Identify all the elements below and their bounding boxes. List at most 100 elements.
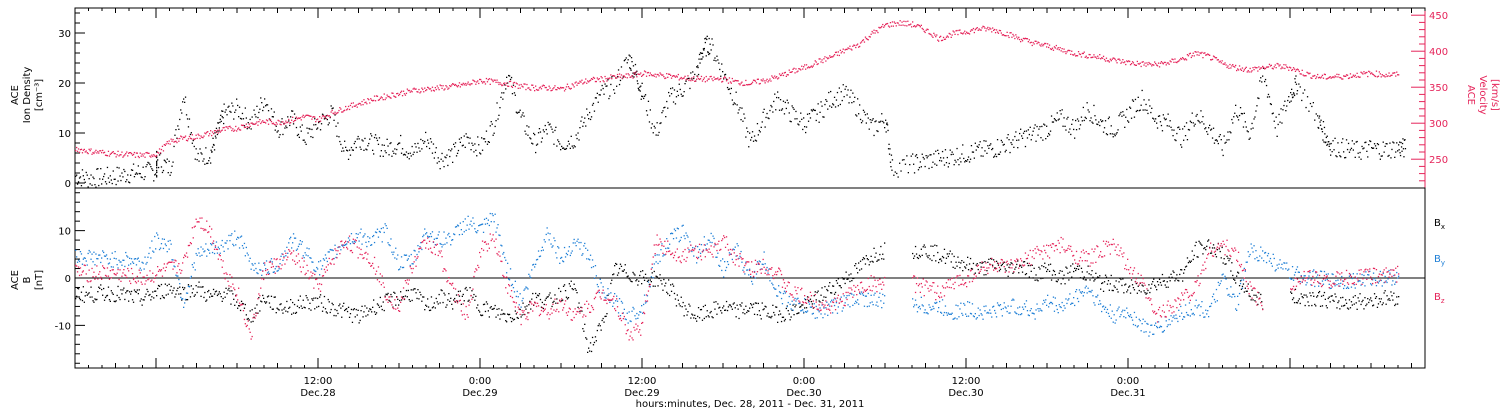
series-ion-density-point	[931, 167, 932, 168]
series-bx-point	[153, 297, 154, 298]
series-velocity-point	[1102, 58, 1103, 59]
series-bx-point	[187, 299, 188, 300]
series-ion-density-point	[885, 120, 886, 121]
series-by-point	[373, 235, 374, 236]
series-bx-point	[735, 307, 736, 308]
series-by-point	[572, 250, 573, 251]
series-ion-density-point	[105, 181, 106, 182]
series-ion-density-point	[714, 57, 715, 58]
series-ion-density-point	[769, 110, 770, 111]
series-ion-density-point	[849, 97, 850, 98]
series-ion-density-point	[626, 57, 627, 58]
series-bx-point	[588, 348, 589, 349]
series-by-point	[197, 255, 198, 256]
series-bx-point	[1226, 256, 1227, 257]
series-ion-density-point	[301, 131, 302, 132]
series-ion-density-point	[255, 116, 256, 117]
series-by-point	[113, 266, 114, 267]
series-ion-density-point	[554, 130, 555, 131]
series-bx-point	[1307, 301, 1308, 302]
series-bx-point	[815, 291, 816, 292]
series-by-point	[684, 235, 685, 236]
series-bx-point	[965, 267, 966, 268]
series-ion-density-point	[1385, 146, 1386, 147]
series-bx-point	[225, 288, 226, 289]
series-ion-density-point	[385, 150, 386, 151]
series-by-point	[581, 255, 582, 256]
series-ion-density-point	[219, 122, 220, 123]
series-ion-density-point	[1336, 156, 1337, 157]
series-ion-density-point	[224, 104, 225, 105]
series-by-point	[103, 252, 104, 253]
series-velocity-point	[1115, 59, 1116, 60]
series-by-point	[505, 260, 506, 261]
series-ion-density-point	[86, 172, 87, 173]
series-velocity-point	[804, 64, 805, 65]
series-bx-point	[1391, 295, 1392, 296]
series-ion-density-point	[880, 121, 881, 122]
series-velocity-point	[990, 28, 991, 29]
series-ion-density-point	[235, 109, 236, 110]
series-ion-density-point	[661, 112, 662, 113]
series-ion-density-point	[1322, 131, 1323, 132]
series-ion-density-point	[837, 92, 838, 93]
series-ion-density-point	[664, 107, 665, 108]
series-velocity-point	[464, 84, 465, 85]
series-velocity-point	[215, 130, 216, 131]
series-velocity-point	[1160, 63, 1161, 64]
series-bx-point	[97, 291, 98, 292]
series-velocity-point	[467, 83, 468, 84]
series-by-point	[199, 256, 200, 257]
series-by-point	[133, 263, 134, 264]
series-ion-density-point	[983, 140, 984, 141]
series-ion-density-point	[598, 102, 599, 103]
series-ion-density-point	[644, 96, 645, 97]
series-velocity-point	[1349, 77, 1350, 78]
series-bx-point	[444, 294, 445, 295]
series-velocity-point	[462, 84, 463, 85]
series-bx-point	[1190, 262, 1191, 263]
series-by-point	[432, 231, 433, 232]
series-by-point	[261, 275, 262, 276]
series-ion-density-point	[1231, 119, 1232, 120]
series-by-point	[476, 232, 477, 233]
series-ion-density-point	[1211, 129, 1212, 130]
series-velocity-point	[1376, 71, 1377, 72]
series-bx-point	[230, 304, 231, 305]
series-bx-point	[576, 290, 577, 291]
series-velocity-point	[618, 76, 619, 77]
series-ion-density-point	[461, 137, 462, 138]
series-by-point	[439, 231, 440, 232]
series-bx-point	[1116, 280, 1117, 281]
series-by-point	[689, 241, 690, 242]
series-bx-point	[323, 307, 324, 308]
series-velocity-point	[1125, 64, 1126, 65]
series-ion-density-point	[447, 165, 448, 166]
series-velocity-point	[357, 107, 358, 108]
series-ion-density-point	[80, 176, 81, 177]
series-velocity-point	[946, 37, 947, 38]
series-bx-point	[648, 280, 649, 281]
series-velocity-point	[1353, 75, 1354, 76]
series-velocity-point	[765, 82, 766, 83]
series-bx-point	[1093, 280, 1094, 281]
series-ion-density-point	[631, 61, 632, 62]
series-bx-point	[949, 253, 950, 254]
series-bx-point	[925, 247, 926, 248]
series-velocity-point	[410, 92, 411, 93]
series-velocity-point	[1071, 51, 1072, 52]
series-bx-point	[119, 299, 120, 300]
series-ion-density-point	[137, 173, 138, 174]
series-bx-point	[458, 291, 459, 292]
series-bx-point	[701, 309, 702, 310]
series-by-point	[513, 287, 514, 288]
series-bx-point	[1310, 295, 1311, 296]
series-bx-point	[1156, 289, 1157, 290]
series-by-point	[441, 244, 442, 245]
series-velocity-point	[818, 63, 819, 64]
series-by-point	[668, 248, 669, 249]
series-bx-point	[1192, 250, 1193, 251]
series-velocity-point	[1170, 61, 1171, 62]
series-velocity-point	[679, 79, 680, 80]
series-bx-point	[1297, 302, 1298, 303]
